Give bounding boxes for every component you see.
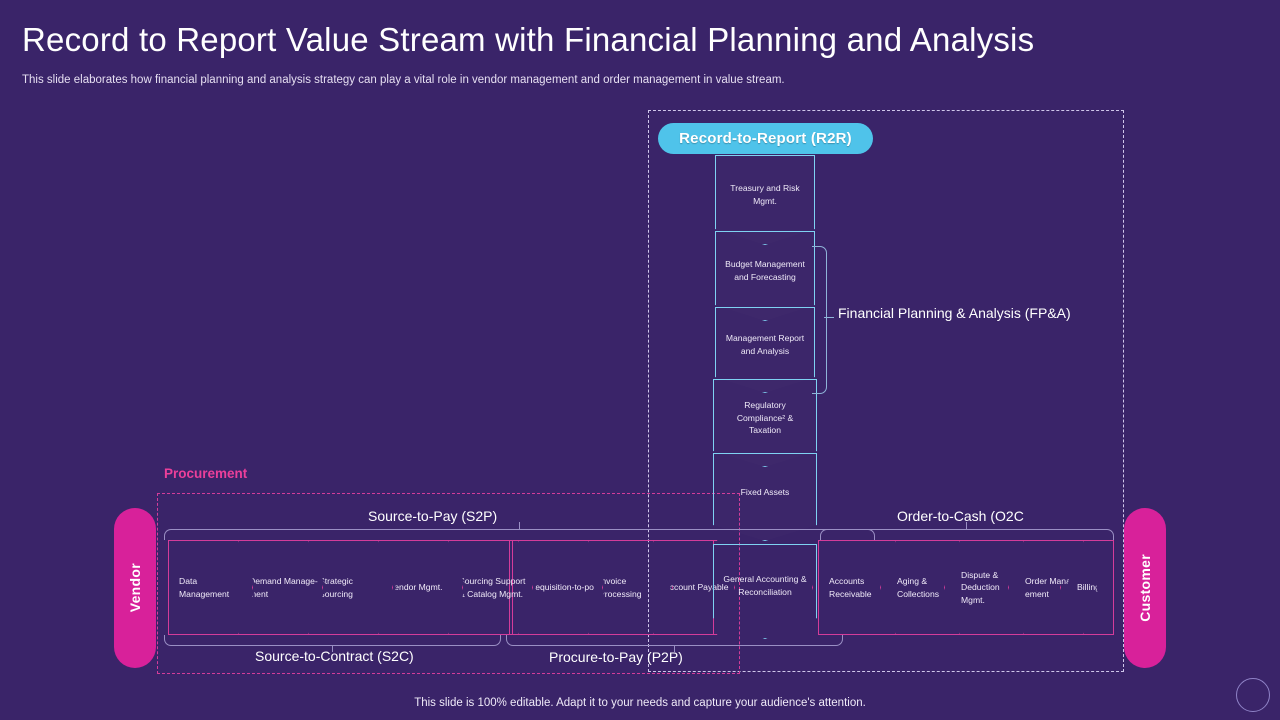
endpoint-vendor-pill[interactable]: Vendor <box>114 508 156 668</box>
r2r-chevron-stack: Treasury and Risk Mgmt. Budget Managemen… <box>715 155 815 527</box>
caption-source-to-contract: Source-to-Contract (S2C) <box>255 648 414 664</box>
footer-note: This slide is 100% editable. Adapt it to… <box>414 697 866 709</box>
fpa-bracket <box>812 246 827 394</box>
endpoint-vendor-label: Vendor <box>127 563 143 613</box>
fpa-bracket-tick <box>824 317 834 319</box>
procurement-region-box <box>157 493 740 674</box>
caption-procure-to-pay: Procure-to-Pay (P2P) <box>549 649 683 665</box>
o2c-bracket <box>820 529 1114 540</box>
decorative-circle-icon <box>1236 678 1270 712</box>
r2r-stage-regulatory-compliance[interactable]: Regulatory Compliance² & Taxation <box>713 379 817 467</box>
caption-order-to-cash: Order-to-Cash (O2C <box>897 508 1024 524</box>
page-title: Record to Report Value Stream with Finan… <box>22 21 1035 58</box>
r2r-stage-management-report[interactable]: Management Report and Analysis <box>715 307 815 393</box>
s2c-bracket-tick <box>332 645 334 652</box>
fpa-label: Financial Planning & Analysis (FP&A) <box>838 305 1071 321</box>
o2c-bracket-tick <box>966 522 968 529</box>
r2r-region-box <box>648 110 1124 672</box>
page-subtitle: This slide elaborates how financial plan… <box>22 74 785 86</box>
endpoint-customer-pill[interactable]: Customer <box>1124 508 1166 668</box>
r2r-stage-general-accounting[interactable]: General Accounting & Reconciliation <box>713 544 817 639</box>
r2r-stage-fixed-assets[interactable]: Fixed Assets <box>713 453 817 541</box>
endpoint-customer-label: Customer <box>1137 554 1153 622</box>
r2r-stage-budget[interactable]: Budget Management and Forecasting <box>715 231 815 321</box>
s2c-step-data-management[interactable]: Data Management <box>168 540 253 635</box>
r2r-stage-treasury[interactable]: Treasury and Risk Mgmt. <box>715 155 815 245</box>
procurement-label: Procurement <box>164 466 248 481</box>
s2p-bracket <box>164 529 875 540</box>
record-to-report-badge[interactable]: Record-to-Report (R2R) <box>658 123 873 154</box>
p2p-bracket-tick <box>674 645 676 652</box>
s2p-bracket-tick <box>519 522 521 529</box>
caption-source-to-pay: Source-to-Pay (S2P) <box>368 508 498 524</box>
